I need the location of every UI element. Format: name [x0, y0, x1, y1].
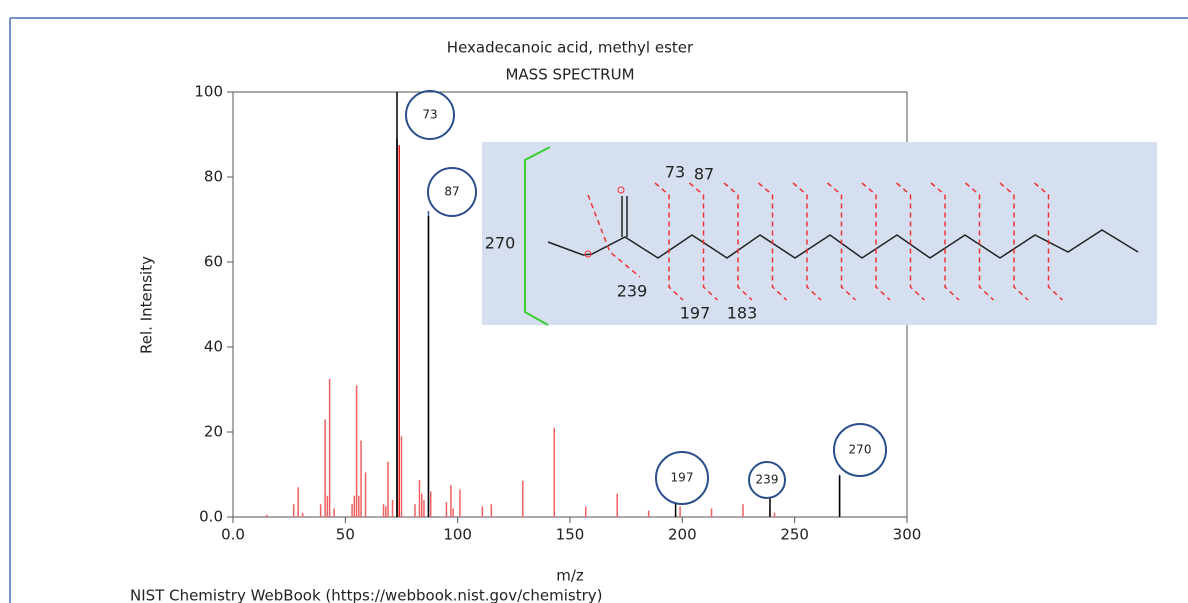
x-tick-label: 0.0: [221, 526, 245, 544]
annotation-circle: [427, 167, 477, 217]
x-tick-label: 150: [556, 526, 585, 544]
inset-bg: [482, 142, 1157, 325]
cleavage: [999, 182, 1029, 301]
annotation-label: 73: [422, 108, 437, 122]
y-axis-label: Rel. Intensity: [138, 256, 156, 354]
cleavage: [861, 182, 891, 301]
chart-title: Hexadecanoic acid, methyl ester: [447, 39, 694, 57]
footer: NIST Chemistry WebBook (https://webbook.…: [130, 587, 603, 603]
structure-label: 197: [680, 304, 711, 323]
cleavage: [930, 182, 960, 301]
structure-label: 87: [694, 165, 714, 184]
annotation-circle: [833, 423, 887, 477]
bracket: [524, 146, 551, 326]
annotation-label: 197: [671, 471, 694, 485]
structure-label: 183: [727, 304, 758, 323]
annotation-label: 239: [756, 473, 779, 487]
structure-label: 73: [665, 163, 685, 182]
cleavage: [723, 182, 753, 301]
structure-label: 270: [485, 234, 516, 253]
cleavage: [965, 182, 995, 301]
y-tick-label: 40: [204, 338, 223, 356]
cleavage: [758, 182, 788, 301]
annotation-circle: [748, 461, 786, 499]
x-tick-label: 200: [668, 526, 697, 544]
chart-subtitle: MASS SPECTRUM: [505, 66, 634, 84]
oxygen: [584, 250, 592, 258]
annotation-circle: [405, 90, 455, 140]
y-tick-label: 60: [204, 253, 223, 271]
y-tick-label: 20: [204, 423, 223, 441]
cleavage: [1034, 182, 1064, 301]
x-tick-label: 50: [336, 526, 355, 544]
structure-inset: 270 73 87 239 197 183: [482, 142, 1157, 326]
cleavage: [654, 182, 684, 301]
cleavage: [792, 182, 822, 301]
oxygen: [617, 186, 625, 194]
annotation-label: 87: [444, 185, 459, 199]
chain: [547, 229, 1139, 259]
x-tick-label: 100: [443, 526, 472, 544]
x-tick-label: 300: [893, 526, 922, 544]
cleavage: [896, 182, 926, 301]
annotation-circle: [655, 451, 709, 505]
cleavage: [689, 182, 719, 301]
x-axis-label: m/z: [556, 567, 584, 585]
cleavage: [587, 194, 641, 278]
cleavage: [827, 182, 857, 301]
y-tick-label: 80: [204, 168, 223, 186]
x-tick-label: 250: [780, 526, 809, 544]
y-tick-label: 100: [194, 83, 223, 101]
annotation-label: 270: [849, 443, 872, 457]
y-tick-label: 0.0: [199, 508, 223, 526]
structure-label: 239: [617, 282, 648, 301]
